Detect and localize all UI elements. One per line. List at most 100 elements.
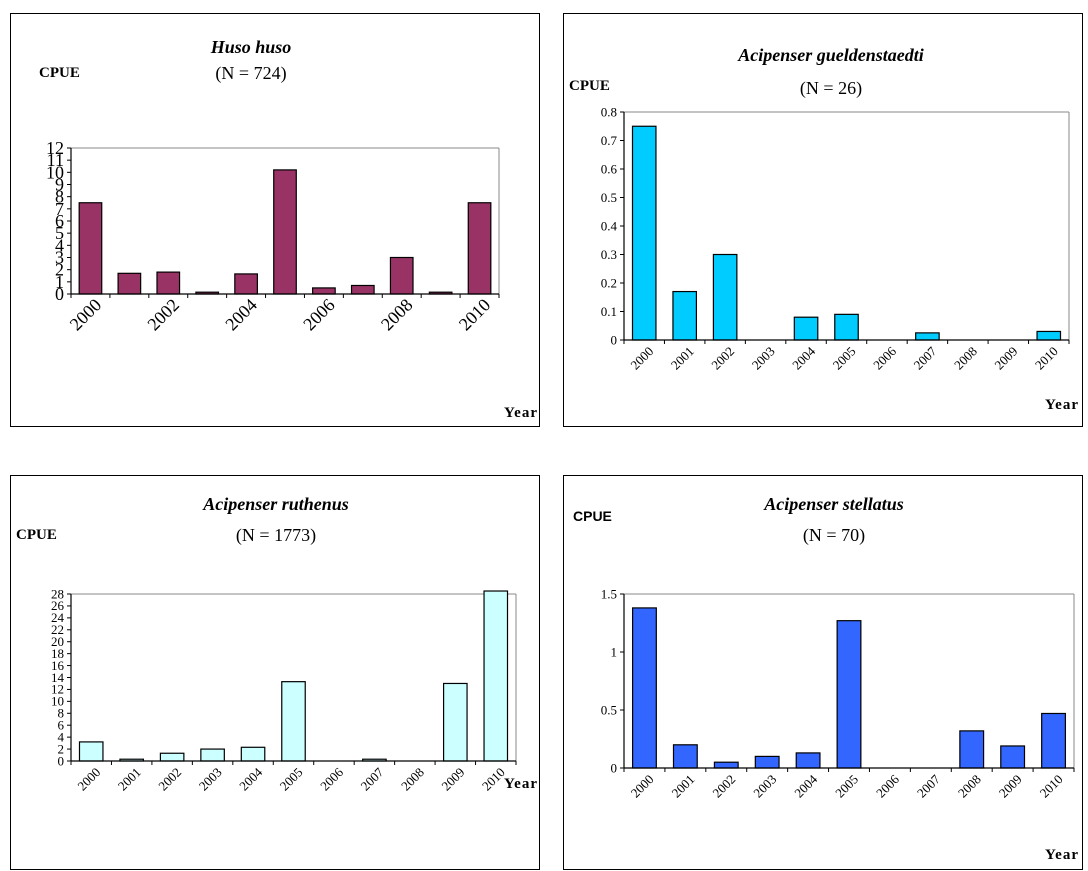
chart-huso-huso: Huso huso (N = 724) CPUE Year 0123456789… [39, 37, 537, 421]
bar-2004 [795, 752, 821, 769]
y-tick-label: 2 [55, 260, 64, 280]
x-tick-label: 2010 [1032, 344, 1061, 373]
x-tick-label: 2001 [668, 772, 697, 801]
y-tick-label: 0 [58, 753, 65, 768]
y-tick-label: 12 [51, 682, 64, 697]
bar-2010 [467, 202, 492, 295]
bar-2005 [273, 169, 297, 295]
y-tick-label: 8 [55, 187, 64, 207]
bar-2007 [915, 332, 940, 341]
chart-title: Acipenser stellatus [763, 494, 904, 514]
y-tick-label: 0.3 [601, 247, 617, 262]
y-tick-label: 1.5 [601, 586, 617, 601]
x-tick-label: 2003 [196, 765, 225, 794]
x-tick-label: 2000 [66, 295, 106, 335]
bar-2005 [281, 681, 306, 762]
y-tick-label: 0.7 [601, 133, 618, 148]
bar-2007 [350, 284, 375, 295]
chart-panel-acipenser-stellatus: Acipenser stellatus (N = 70) CPUE Year 0… [563, 475, 1083, 870]
y-tick-label: 0 [55, 284, 64, 304]
bar-2008 [389, 256, 414, 295]
y-tick-label: 18 [51, 646, 64, 661]
y-tick-label: 22 [51, 622, 64, 637]
y-tick-label: 0.2 [601, 275, 617, 290]
chart-title: Acipenser gueldenstaedti [737, 45, 924, 65]
x-tick-label: 2005 [277, 765, 306, 794]
y-axis-label: CPUE [16, 527, 57, 543]
chart-acipenser-stellatus: Acipenser stellatus (N = 70) CPUE Year 0… [573, 494, 1079, 863]
bar-2005 [834, 313, 859, 341]
y-tick-label: 12 [46, 138, 64, 158]
x-tick-label: 2006 [317, 764, 346, 793]
bar-2002 [156, 271, 181, 295]
chart-subtitle: (N = 724) [215, 63, 286, 84]
x-tick-label: 2009 [991, 344, 1020, 373]
chart-panel-acipenser-ruthenus: Acipenser ruthenus (N = 1773) CPUE Year … [10, 475, 540, 870]
bar-2000 [631, 607, 657, 769]
y-tick-label: 7 [55, 199, 64, 219]
y-tick-label: 0.5 [601, 702, 617, 717]
y-tick-label: 10 [46, 162, 64, 182]
bar-2004 [240, 746, 266, 762]
bar-2005 [836, 620, 862, 769]
x-tick-label: 2008 [955, 772, 984, 801]
x-tick-label: 2000 [627, 344, 656, 373]
x-tick-label: 2006 [873, 771, 902, 800]
y-tick-label: 0 [611, 760, 618, 775]
x-tick-label: 2008 [398, 765, 427, 794]
x-tick-label: 2004 [791, 771, 820, 800]
x-tick-label: 2002 [708, 344, 737, 373]
x-tick-label: 2005 [830, 344, 859, 373]
x-tick-label: 2009 [438, 765, 467, 794]
x-tick-label: 2002 [144, 295, 184, 335]
y-tick-label: 26 [51, 598, 65, 613]
bar-2008 [959, 730, 985, 769]
y-tick-label: 0.8 [601, 104, 617, 119]
bar-2001 [672, 290, 698, 341]
x-axis-label: Year [1045, 397, 1079, 413]
y-tick-label: 5 [55, 223, 64, 243]
x-tick-label: 2003 [749, 344, 778, 373]
bar-2010 [1036, 330, 1062, 341]
y-tick-label: 24 [51, 610, 65, 625]
bar-2009 [442, 682, 468, 762]
bar-2009 [1000, 745, 1026, 769]
y-tick-label: 0.5 [601, 190, 617, 205]
bar-2000 [78, 202, 103, 295]
chart-subtitle: (N = 26) [800, 78, 862, 99]
chart-subtitle: (N = 1773) [236, 525, 316, 546]
bar-2002 [159, 752, 185, 762]
y-tick-label: 8 [58, 706, 65, 721]
bar-2000 [78, 741, 104, 762]
x-tick-label: 2002 [155, 765, 184, 794]
y-tick-label: 1 [55, 272, 64, 292]
y-tick-label: 6 [55, 211, 64, 231]
y-tick-label: 11 [47, 150, 64, 170]
x-tick-label: 2007 [914, 771, 943, 800]
chart-title: Huso huso [210, 37, 292, 57]
chart-subtitle: (N = 70) [803, 525, 865, 546]
x-tick-label: 2001 [115, 765, 144, 794]
y-tick-label: 6 [58, 718, 65, 733]
x-tick-label: 2004 [236, 764, 265, 793]
y-tick-label: 0.4 [601, 218, 618, 233]
y-tick-label: 2 [58, 741, 65, 756]
chart-title: Acipenser ruthenus [202, 494, 349, 514]
x-tick-label: 2001 [668, 344, 697, 373]
y-tick-label: 16 [51, 658, 65, 673]
y-tick-label: 0.1 [601, 304, 617, 319]
x-axis-label: Year [1045, 847, 1079, 863]
y-tick-label: 28 [51, 586, 64, 601]
y-tick-label: 20 [51, 634, 64, 649]
y-tick-label: 10 [51, 694, 64, 709]
y-axis-label: CPUE [569, 78, 610, 94]
x-tick-label: 2002 [709, 772, 738, 801]
x-tick-label: 2003 [750, 772, 779, 801]
plot-area: 0 0.1 0.2 0.3 0.4 0.5 0.6 0.7 0.8 2000 2001 2002 200… [601, 104, 1070, 373]
x-tick-label: 2007 [911, 343, 940, 372]
bar-2002 [712, 253, 738, 341]
y-tick-label: 3 [55, 247, 64, 267]
bar-2006 [312, 287, 336, 295]
